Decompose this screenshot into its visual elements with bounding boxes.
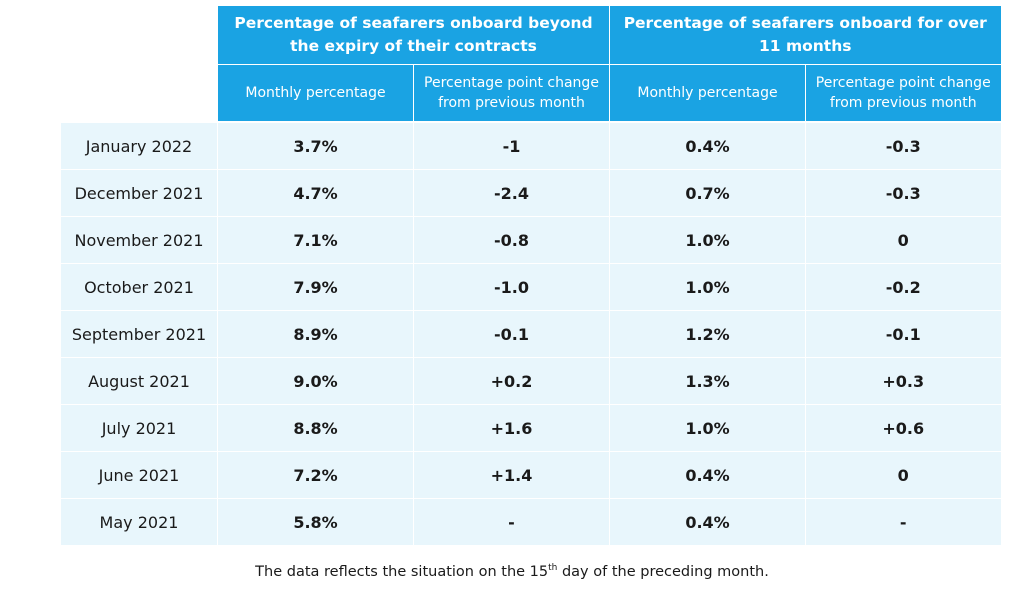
row-month-label: December 2021 bbox=[60, 169, 218, 217]
over-11-months-monthly-cell: 1.0% bbox=[609, 404, 806, 452]
beyond-contract-monthly-cell: 4.7% bbox=[217, 169, 414, 217]
beyond-contract-change-cell: - bbox=[413, 498, 610, 545]
row-month-label: November 2021 bbox=[60, 216, 218, 264]
beyond-contract-change-cell: -0.8 bbox=[413, 216, 610, 264]
footnote-superscript: th bbox=[548, 563, 558, 573]
beyond-contract-change-cell: +1.4 bbox=[413, 451, 610, 499]
table-row: October 2021 7.9% -1.0 1.0% -0.2 bbox=[60, 263, 1001, 311]
over-11-months-monthly-cell: 1.3% bbox=[609, 357, 806, 405]
over-11-months-change-cell: 0 bbox=[805, 451, 1001, 499]
data-table-container: Percentage of seafarers onboard beyond t… bbox=[60, 6, 1001, 545]
over-11-months-change-cell: -0.1 bbox=[805, 310, 1001, 358]
table-row: January 2022 3.7% -1 0.4% -0.3 bbox=[60, 121, 1001, 170]
beyond-contract-monthly-cell: 5.8% bbox=[217, 498, 414, 545]
over-11-months-monthly-cell: 0.4% bbox=[609, 498, 806, 545]
beyond-contract-monthly-cell: 8.9% bbox=[217, 310, 414, 358]
over-11-months-change-cell: -0.2 bbox=[805, 263, 1001, 311]
over-11-months-monthly-cell: 0.4% bbox=[609, 121, 806, 170]
beyond-contract-change-cell: -2.4 bbox=[413, 169, 610, 217]
table-row: June 2021 7.2% +1.4 0.4% 0 bbox=[60, 451, 1001, 499]
header-group-row: Percentage of seafarers onboard beyond t… bbox=[60, 6, 1001, 122]
beyond-contract-monthly-cell: 8.8% bbox=[217, 404, 414, 452]
beyond-contract-change-cell: +1.6 bbox=[413, 404, 610, 452]
table-row: September 2021 8.9% -0.1 1.2% -0.1 bbox=[60, 310, 1001, 358]
row-month-label: January 2022 bbox=[60, 121, 218, 170]
table-row: May 2021 5.8% -0.4% - bbox=[60, 498, 1001, 545]
beyond-contract-monthly-cell: 7.9% bbox=[217, 263, 414, 311]
beyond-contract-monthly-cell: 7.2% bbox=[217, 451, 414, 499]
over-11-months-change-cell: +0.3 bbox=[805, 357, 1001, 405]
table-body: January 2022 3.7% -1 0.4% -0.3 December 2021 4… bbox=[60, 121, 1001, 545]
beyond-contract-change-cell: -1 bbox=[413, 121, 610, 170]
sub-header-point-change: Percentage point change from previous mo… bbox=[413, 64, 610, 122]
sub-header-monthly-percentage: Monthly percentage bbox=[609, 64, 806, 122]
footnote-text: The data reflects the situation on the 1… bbox=[255, 564, 549, 580]
row-month-label: May 2021 bbox=[60, 498, 218, 545]
sub-header-row: Monthly percentage Percentage point chan… bbox=[61, 64, 1001, 122]
over-11-months-change-cell: -0.3 bbox=[805, 169, 1001, 217]
sub-header-point-change: Percentage point change from previous mo… bbox=[805, 64, 1001, 122]
seafarers-table: Percentage of seafarers onboard beyond t… bbox=[60, 6, 1001, 545]
row-month-label: August 2021 bbox=[60, 357, 218, 405]
header-group-beyond-contract: Percentage of seafarers onboard beyond t… bbox=[217, 6, 610, 65]
header-group-over-11-months: Percentage of seafarers onboard for over… bbox=[609, 6, 1001, 65]
over-11-months-monthly-cell: 1.2% bbox=[609, 310, 806, 358]
beyond-contract-change-cell: -0.1 bbox=[413, 310, 610, 358]
footnote: The data reflects the situation on the 1… bbox=[0, 563, 1024, 580]
over-11-months-monthly-cell: 1.0% bbox=[609, 263, 806, 311]
over-11-months-monthly-cell: 1.0% bbox=[609, 216, 806, 264]
over-11-months-change-cell: +0.6 bbox=[805, 404, 1001, 452]
over-11-months-change-cell: - bbox=[805, 498, 1001, 545]
table-row: July 2021 8.8% +1.6 1.0% +0.6 bbox=[60, 404, 1001, 452]
footnote-text-end: day of the preceding month. bbox=[557, 564, 769, 580]
table-row: December 2021 4.7% -2.4 0.7% -0.3 bbox=[60, 169, 1001, 217]
row-month-label: October 2021 bbox=[60, 263, 218, 311]
header-corner-blank bbox=[60, 6, 218, 122]
table-row: November 2021 7.1% -0.8 1.0% 0 bbox=[60, 216, 1001, 264]
table-row: August 2021 9.0% +0.2 1.3% +0.3 bbox=[60, 357, 1001, 405]
beyond-contract-monthly-cell: 7.1% bbox=[217, 216, 414, 264]
row-month-label: September 2021 bbox=[60, 310, 218, 358]
beyond-contract-monthly-cell: 9.0% bbox=[217, 357, 414, 405]
over-11-months-monthly-cell: 0.4% bbox=[609, 451, 806, 499]
over-11-months-monthly-cell: 0.7% bbox=[609, 169, 806, 217]
beyond-contract-monthly-cell: 3.7% bbox=[217, 121, 414, 170]
beyond-contract-change-cell: +0.2 bbox=[413, 357, 610, 405]
beyond-contract-change-cell: -1.0 bbox=[413, 263, 610, 311]
sub-header-monthly-percentage: Monthly percentage bbox=[217, 64, 414, 122]
over-11-months-change-cell: -0.3 bbox=[805, 121, 1001, 170]
row-month-label: July 2021 bbox=[60, 404, 218, 452]
row-month-label: June 2021 bbox=[60, 451, 218, 499]
over-11-months-change-cell: 0 bbox=[805, 216, 1001, 264]
